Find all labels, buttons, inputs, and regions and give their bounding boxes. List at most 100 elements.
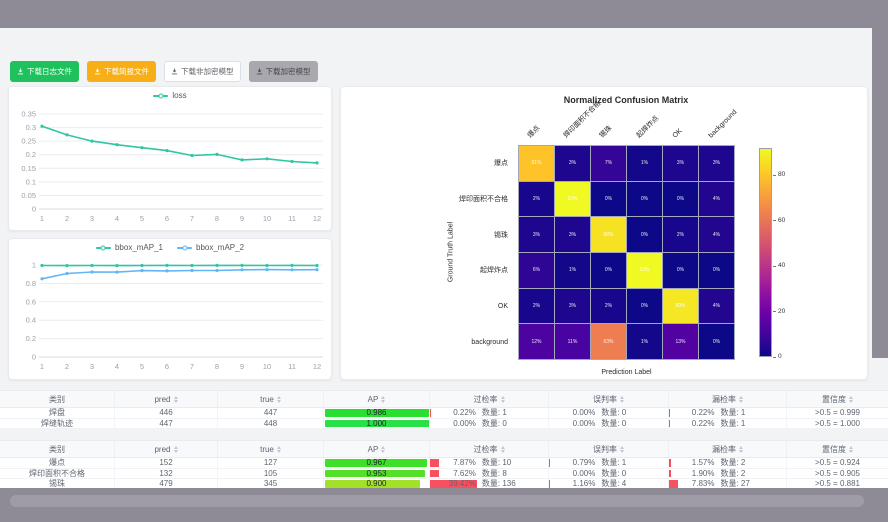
cm-cell-value: 1% bbox=[640, 160, 649, 167]
rate-percent: 0.00% bbox=[572, 418, 596, 428]
pred-cell: 447 bbox=[115, 418, 218, 428]
rate-percent: 7.83% bbox=[691, 479, 715, 489]
rate-count: 数量: 0 bbox=[601, 408, 627, 418]
button-label: 下载简报文件 bbox=[104, 67, 149, 76]
category-cell: 焊盘 bbox=[0, 408, 115, 418]
column-header-label: true bbox=[260, 394, 274, 404]
cm-cell-value: 3% bbox=[532, 231, 541, 238]
download-report-button[interactable]: 下载简报文件 bbox=[87, 61, 156, 82]
cm-cell: 88% bbox=[591, 217, 626, 252]
over-rate-cell: 7.87% 数量: 10 bbox=[430, 458, 549, 468]
series-line-bbox_mAP_2 bbox=[41, 268, 318, 280]
bottom-bar bbox=[0, 488, 888, 522]
cm-cell: 0% bbox=[699, 324, 734, 359]
table-row: 焊印面积不合格 132 105 0.953 7.62% 数量: 8 0.00% 数量: 0 1.… bbox=[0, 468, 888, 479]
button-label: 下载非加密模型 bbox=[181, 67, 234, 76]
miss-rate-cell: 0.22% 数量: 1 bbox=[669, 408, 787, 418]
pred-cell: 132 bbox=[115, 468, 218, 478]
x-tick-label: 8 bbox=[215, 362, 219, 371]
download-log-button[interactable]: 下载日志文件 bbox=[10, 61, 79, 82]
column-header-误判率[interactable]: 误判率 bbox=[549, 441, 669, 457]
cm-cell-value: 4% bbox=[712, 195, 721, 202]
cm-row-label: OK bbox=[497, 302, 508, 310]
column-header-置信度[interactable]: 置信度 bbox=[787, 441, 888, 457]
column-header-pred[interactable]: pred bbox=[115, 391, 218, 407]
sort-caret-icon[interactable] bbox=[173, 395, 178, 403]
sort-caret-icon[interactable] bbox=[276, 445, 281, 453]
cm-cell-value: 1% bbox=[568, 267, 577, 274]
data-point bbox=[40, 263, 44, 268]
x-tick-label: 7 bbox=[190, 362, 194, 371]
data-point bbox=[290, 268, 294, 272]
column-header-AP[interactable]: AP bbox=[324, 441, 430, 457]
column-header-AP[interactable]: AP bbox=[324, 391, 430, 407]
download-plain-model-button[interactable]: 下载非加密模型 bbox=[164, 61, 241, 82]
column-header-过检率[interactable]: 过检率 bbox=[430, 391, 549, 407]
sort-caret-icon[interactable] bbox=[620, 395, 624, 403]
column-header-过检率[interactable]: 过检率 bbox=[430, 441, 549, 457]
rate-bar bbox=[430, 409, 432, 417]
column-header-置信度[interactable]: 置信度 bbox=[787, 391, 888, 407]
horizontal-scrollbar[interactable] bbox=[10, 495, 864, 507]
over-rate-cell: 0.00% 数量: 0 bbox=[430, 418, 549, 428]
line-chart-canvas: 00.050.10.150.20.250.30.351 2 3 4 5 6 7 8 9 10 11 1… bbox=[21, 110, 323, 223]
map-chart: 0 0.2 0.4 0.6 0.8 1 1 2 3 4 5 6 7 8 9 10 11 12 bbox=[9, 239, 331, 379]
column-header-true[interactable]: true bbox=[218, 391, 324, 407]
x-tick-label: 1 bbox=[40, 362, 44, 371]
cm-cell: 2% bbox=[591, 288, 626, 324]
sort-caret-icon[interactable] bbox=[849, 395, 853, 403]
rate-bar bbox=[549, 480, 551, 488]
x-tick-label: 6 bbox=[165, 214, 169, 223]
sort-caret-icon[interactable] bbox=[849, 445, 853, 453]
rate-percent: 0.00% bbox=[572, 468, 596, 478]
sort-caret-icon[interactable] bbox=[739, 395, 743, 403]
data-point bbox=[240, 263, 244, 267]
pred-cell: 446 bbox=[115, 408, 218, 418]
x-tick-label: 5 bbox=[140, 362, 144, 371]
download-encrypted-model-button[interactable]: 下载加密模型 bbox=[248, 61, 318, 82]
data-point bbox=[40, 277, 44, 281]
sort-caret-icon[interactable] bbox=[381, 395, 386, 403]
colorbar-tick-label: 40 bbox=[778, 262, 786, 270]
legend-item-bbox_mAP_1[interactable]: bbox_mAP_1 bbox=[95, 243, 163, 252]
cm-cell: 2% bbox=[519, 288, 554, 324]
y-tick-label: 0 bbox=[32, 205, 36, 214]
sort-caret-icon[interactable] bbox=[620, 445, 624, 453]
cm-cell: 11% bbox=[555, 324, 590, 359]
y-tick-label: 0.05 bbox=[21, 191, 36, 200]
rate-percent: 1.90% bbox=[691, 468, 715, 478]
data-point bbox=[165, 263, 169, 267]
colorbar-tick bbox=[773, 356, 776, 358]
confidence-cell: >0.5 = 0.999 bbox=[815, 408, 860, 418]
rate-count: 数量: 1 bbox=[601, 458, 627, 468]
column-header-true[interactable]: true bbox=[218, 441, 324, 457]
cm-cell-value: 3% bbox=[676, 160, 685, 167]
sort-caret-icon[interactable] bbox=[276, 395, 281, 403]
column-header-漏检率[interactable]: 漏检率 bbox=[669, 441, 787, 457]
column-header-pred[interactable]: pred bbox=[115, 441, 218, 457]
y-tick-label: 1 bbox=[32, 261, 36, 270]
data-point bbox=[315, 263, 319, 268]
x-tick-label: 10 bbox=[263, 362, 271, 371]
sort-caret-icon[interactable] bbox=[500, 445, 505, 453]
data-point bbox=[65, 264, 69, 268]
column-header-label: 过检率 bbox=[473, 394, 498, 404]
column-header-漏检率[interactable]: 漏检率 bbox=[669, 391, 787, 407]
data-point bbox=[190, 153, 194, 158]
sort-caret-icon[interactable] bbox=[173, 445, 178, 453]
category-cell: 焊缝轨迹 bbox=[0, 418, 115, 428]
rate-count: 数量: 1 bbox=[481, 408, 507, 418]
sort-caret-icon[interactable] bbox=[500, 395, 505, 403]
legend-item-bbox_mAP_2[interactable]: bbox_mAP_2 bbox=[177, 243, 244, 252]
y-tick-label: 0.2 bbox=[26, 334, 36, 343]
sort-caret-icon[interactable] bbox=[739, 445, 743, 453]
column-header-类别: 类别 bbox=[0, 441, 115, 457]
cm-cell-value: 0% bbox=[640, 195, 649, 202]
over-rate-cell: 39.42% 数量: 136 bbox=[430, 479, 549, 489]
cm-col-label: OK bbox=[671, 127, 684, 140]
data-point bbox=[215, 263, 219, 267]
legend-item-loss[interactable]: loss bbox=[153, 91, 187, 100]
column-header-误判率[interactable]: 误判率 bbox=[549, 391, 669, 407]
sort-caret-icon[interactable] bbox=[381, 445, 386, 453]
rate-percent: 7.62% bbox=[453, 468, 476, 478]
